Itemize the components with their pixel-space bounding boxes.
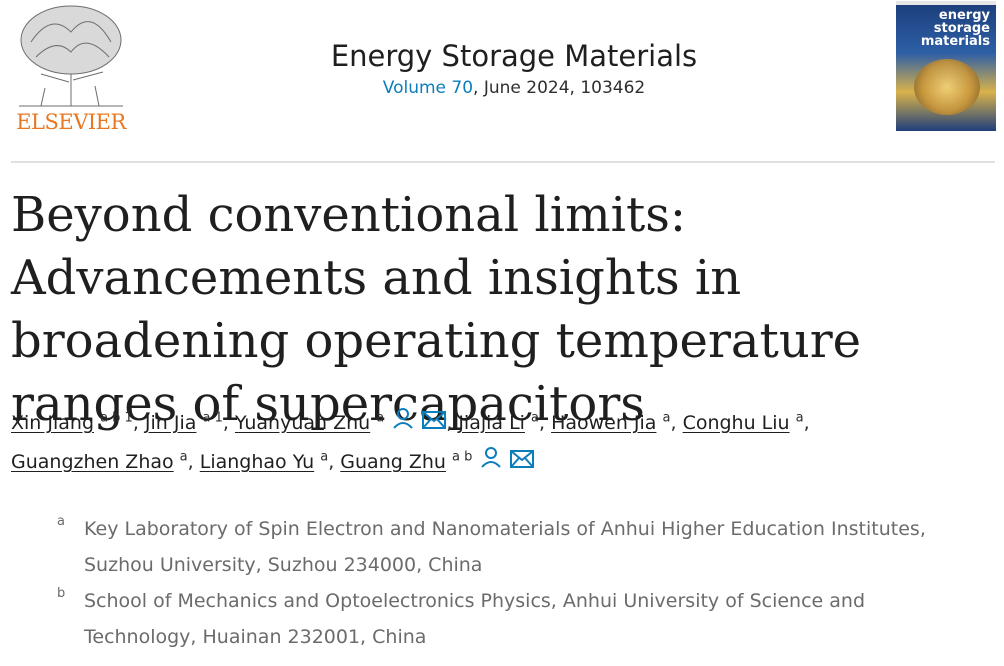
author-affiliation-sup: a 1 [202,410,223,426]
journal-info: Energy Storage Materials Volume 70, June… [200,36,828,100]
author-affiliation-sup: a [376,410,385,426]
affiliation-text: School of Mechanics and Optoelectronics … [84,583,984,655]
author-separator: , [803,412,810,434]
author-name[interactable]: Jin Jia [144,412,197,434]
author-affiliation-sup: a b 1 [100,410,133,426]
affiliation-text: Key Laboratory of Spin Electron and Nano… [84,511,984,583]
author-affiliation-sup: a [662,410,671,426]
author-affiliation-sup: a [795,410,804,426]
author-item: Guang Zhu a b [340,447,535,473]
author-list: Xin Jiang a b 1, Jin Jia a 1, Yuanyuan Z… [11,404,996,482]
cover-top-strip [896,1,996,5]
issue-details: , June 2024, 103462 [473,78,646,98]
author-separator: , [222,412,235,434]
author-name[interactable]: Guangzhen Zhao [11,451,174,473]
author-name[interactable]: Xin Jiang [11,412,95,434]
author-affiliation-sup: a [179,449,188,465]
cover-title: energy storage materials [920,8,990,49]
elsevier-logo[interactable]: ELSEVIER [11,2,131,134]
publisher-name: ELSEVIER [16,110,126,134]
author-name[interactable]: Jiajia Li [458,412,525,434]
volume-link[interactable]: Volume 70 [382,78,474,98]
author-separator: , [670,412,683,434]
person-icon[interactable] [480,443,502,482]
author-name[interactable]: Haowen Jia [551,412,657,434]
affiliation-line: School of Mechanics and Optoelectronics … [84,590,866,612]
affiliation-line: Suzhou University, Suzhou 234000, China [84,554,483,576]
mail-icon[interactable] [422,404,447,443]
header-divider [11,161,995,163]
author-item: Lianghao Yu a, [200,451,341,473]
author-name[interactable]: Yuanyuan Zhu [234,412,371,434]
article-header: ELSEVIER Energy Storage Materials Volume… [0,0,1004,150]
author-item: Conghu Liu a, [683,412,810,434]
author-name[interactable]: Guang Zhu [340,451,446,473]
author-item: Jin Jia a 1, [145,412,235,434]
author-item: Xin Jiang a b 1, [11,412,145,434]
author-name[interactable]: Conghu Liu [682,412,790,434]
affiliation-label: b [57,586,66,601]
author-item: Guangzhen Zhao a, [11,451,200,473]
author-affiliation-sup: a b [451,449,473,465]
author-affiliation-sup: a [531,410,539,426]
author-item: Yuanyuan Zhu a, [234,408,459,434]
mail-icon[interactable] [510,443,535,482]
author-item: Jiajia Li a, [458,412,551,434]
person-icon[interactable] [392,404,414,443]
author-name[interactable]: Lianghao Yu [199,451,315,473]
author-separator: , [132,412,145,434]
affiliation-label: a [57,514,65,529]
article-title: Beyond conventional limits: Advancements… [11,187,862,432]
affiliation-line: Technology, Huainan 232001, China [84,626,427,648]
author-separator: , [187,451,200,473]
cover-artwork [914,59,980,115]
journal-issue-info: Volume 70, June 2024, 103462 [200,76,828,100]
author-separator: , [328,451,341,473]
elsevier-tree-logo-icon [19,5,123,107]
journal-title[interactable]: Energy Storage Materials [330,39,698,73]
journal-cover-image[interactable]: energy storage materials [896,1,996,131]
affiliation-line: Key Laboratory of Spin Electron and Nano… [84,518,926,540]
author-separator: , [446,412,459,434]
author-item: Haowen Jia a, [551,412,683,434]
author-affiliation-sup: a [320,449,329,465]
author-separator: , [538,412,552,434]
